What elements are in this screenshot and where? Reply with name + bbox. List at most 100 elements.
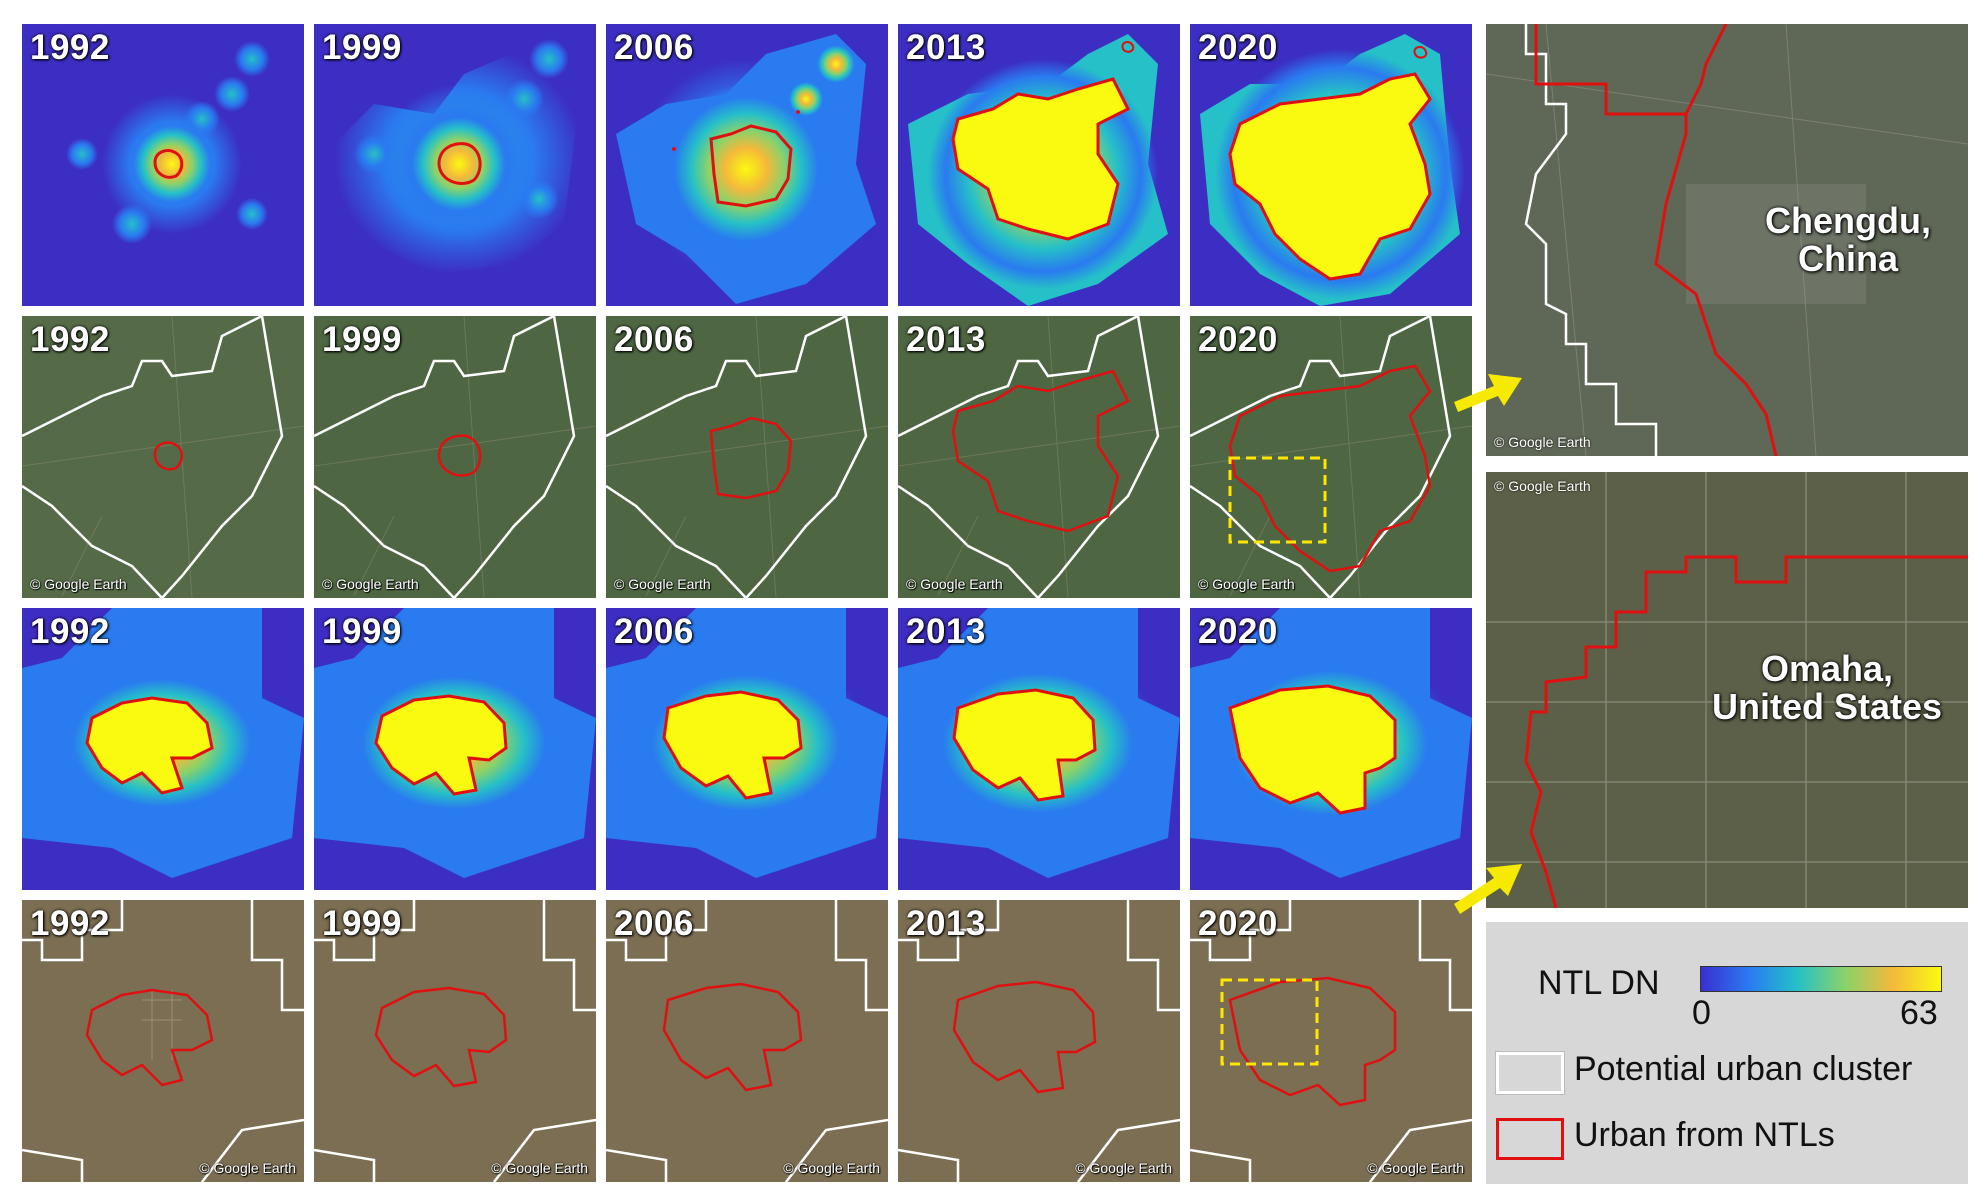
cluster-outline (22, 900, 304, 1182)
year-label: 2020 (1198, 28, 1278, 67)
arrow-icon (1454, 374, 1522, 412)
satellite-zoom-map (1486, 472, 1968, 908)
urban-outline (1228, 364, 1432, 573)
legend-potential-label: Potential urban cluster (1574, 1050, 1913, 1088)
chengdu-earth-2013: 2013 © Google Earth (898, 316, 1180, 598)
ntl-heatmap (22, 24, 304, 306)
satellite-map (314, 900, 596, 1182)
urban-outline (662, 982, 803, 1092)
year-label: 2006 (614, 320, 694, 359)
map-credit: © Google Earth (199, 1160, 296, 1176)
satellite-map (1190, 316, 1472, 598)
urban-outline (85, 988, 214, 1087)
urban-outline (1524, 555, 1968, 908)
satellite-map (22, 316, 304, 598)
year-label: 2013 (906, 28, 986, 67)
year-label: 2006 (614, 28, 694, 67)
map-credit: © Google Earth (322, 576, 419, 592)
urban-outline (662, 690, 803, 800)
cluster-outline (314, 316, 576, 598)
year-label: 2006 (614, 904, 694, 943)
chengdu-earth-1999: 1999 © Google Earth (314, 316, 596, 598)
legend-urban-swatch (1496, 1118, 1564, 1160)
satellite-map (314, 316, 596, 598)
urban-outline (951, 77, 1131, 241)
zoom-box (1220, 978, 1319, 1066)
satellite-map (1190, 900, 1472, 1182)
zoom-panel-chengdu: Chengdu, China © Google Earth (1486, 24, 1968, 456)
satellite-zoom-map (1486, 24, 1968, 456)
map-credit: © Google Earth (906, 576, 1003, 592)
satellite-map (898, 900, 1180, 1182)
map-credit: © Google Earth (783, 1160, 880, 1176)
chengdu-earth-1992: 1992 © Google Earth (22, 316, 304, 598)
satellite-map (606, 900, 888, 1182)
satellite-map (22, 900, 304, 1182)
ntl-heatmap (898, 24, 1180, 306)
ntl-heatmap (22, 608, 304, 890)
zoom-label-omaha: Omaha, United States (1711, 648, 1943, 727)
year-label: 1999 (322, 612, 402, 651)
cluster-outline (314, 900, 596, 1182)
ntl-heatmap (1190, 608, 1472, 890)
omaha-ntl-2020: 2020 (1190, 608, 1472, 890)
chengdu-earth-2006: 2006 © Google Earth (606, 316, 888, 598)
legend-ntl-max: 63 (1900, 994, 1938, 1032)
map-credit: © Google Earth (1494, 434, 1591, 450)
urban-outline (437, 434, 482, 477)
year-label: 2013 (906, 320, 986, 359)
cluster-outline (606, 900, 888, 1182)
year-label: 1992 (30, 904, 110, 943)
legend-potential-swatch (1496, 1052, 1564, 1094)
zoom-panel-omaha: Omaha, United States © Google Earth (1486, 472, 1968, 908)
cluster-outline (1190, 900, 1472, 1182)
year-label: 1992 (30, 612, 110, 651)
urban-outline (437, 142, 482, 185)
year-label: 1999 (322, 904, 402, 943)
ntl-colorbar (1700, 966, 1942, 992)
legend: NTL DN 0 63 Potential urban cluster Urba… (1486, 922, 1968, 1184)
ntl-heatmap (898, 608, 1180, 890)
cluster-outline (22, 316, 284, 598)
year-label: 1999 (322, 320, 402, 359)
map-credit: © Google Earth (1198, 576, 1295, 592)
omaha-earth-2013: 2013 © Google Earth (898, 900, 1180, 1182)
ntl-heatmap (606, 24, 888, 306)
urban-outline (1228, 684, 1397, 815)
year-label: 2020 (1198, 320, 1278, 359)
map-credit: © Google Earth (491, 1160, 588, 1176)
omaha-earth-1999: 1999 © Google Earth (314, 900, 596, 1182)
satellite-map (606, 316, 888, 598)
legend-ntl-min: 0 (1692, 994, 1711, 1032)
ntl-heatmap (314, 24, 596, 306)
chengdu-ntl-2006: 2006 (606, 24, 888, 306)
map-credit: © Google Earth (30, 576, 127, 592)
urban-outline (951, 369, 1130, 533)
chengdu-ntl-1999: 1999 (314, 24, 596, 306)
cluster-outline (1190, 316, 1452, 598)
year-label: 1992 (30, 320, 110, 359)
map-credit: © Google Earth (614, 576, 711, 592)
zoom-box (1228, 456, 1327, 544)
map-credit: © Google Earth (1075, 1160, 1172, 1176)
chengdu-ntl-2013: 2013 (898, 24, 1180, 306)
cluster-outline (606, 316, 868, 598)
cluster-outline (1524, 24, 1658, 456)
urban-outline (1534, 24, 1778, 456)
omaha-earth-1992: 1992 © Google Earth (22, 900, 304, 1182)
urban-outline (153, 148, 184, 179)
urban-outline (952, 688, 1097, 802)
zoom-label-chengdu: Chengdu, China (1765, 200, 1931, 279)
year-label: 1992 (30, 28, 110, 67)
omaha-ntl-2006: 2006 (606, 608, 888, 890)
omaha-earth-2006: 2006 © Google Earth (606, 900, 888, 1182)
year-label: 1999 (322, 28, 402, 67)
year-label: 2020 (1198, 612, 1278, 651)
satellite-map (898, 316, 1180, 598)
urban-outline (1228, 72, 1432, 281)
urban-outline (1228, 976, 1397, 1107)
omaha-earth-2020: 2020 © Google Earth (1190, 900, 1472, 1182)
urban-outline (374, 694, 508, 796)
ntl-heatmap (1190, 24, 1472, 306)
omaha-ntl-2013: 2013 (898, 608, 1180, 890)
